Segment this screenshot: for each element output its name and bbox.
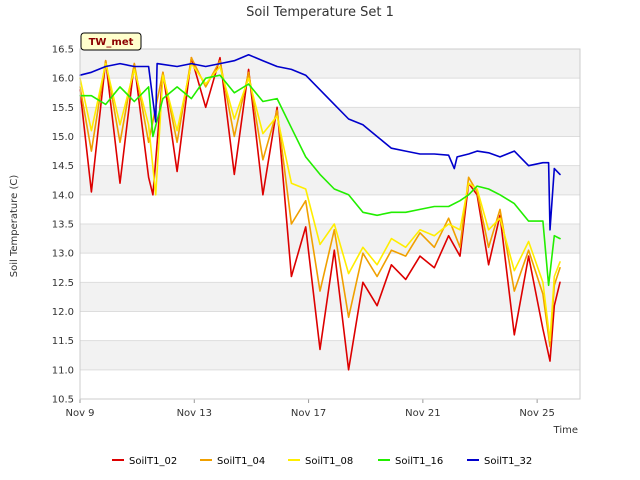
- background-band: [80, 136, 580, 166]
- y-tick-label: 14.0: [52, 190, 74, 201]
- background-band: [80, 194, 580, 224]
- legend-item-soilt1_16: SoilT1_16: [378, 456, 443, 467]
- plot-frame: [79, 48, 581, 400]
- site-badge-label: TW_met: [89, 37, 134, 48]
- background-band: [80, 340, 580, 370]
- y-tick-label: 10.5: [52, 395, 74, 406]
- series-line-soilt1_32: [79, 54, 561, 231]
- legend-item-soilt1_32: SoilT1_32: [467, 456, 532, 467]
- y-tick-label: 12.5: [52, 278, 74, 289]
- x-tick-label: Nov 17: [291, 408, 326, 419]
- legend: SoilT1_02 SoilT1_04 SoilT1_08 SoilT1_16 Soil…: [112, 456, 532, 467]
- site-badge-box: [80, 32, 142, 51]
- legend-label: SoilT1_08: [305, 456, 353, 467]
- legend-label: SoilT1_02: [129, 456, 177, 467]
- y-tick-label: 15.0: [52, 132, 74, 143]
- x-tick-label: Nov 21: [405, 408, 440, 419]
- background-band: [80, 49, 580, 79]
- legend-item-soilt1_02: SoilT1_02: [112, 456, 177, 467]
- x-tick-label: Nov 13: [177, 408, 212, 419]
- x-tick-label: Nov 25: [519, 408, 554, 419]
- background-band: [80, 369, 580, 399]
- y-axis-label: Soil Temperature (C): [9, 175, 20, 278]
- x-axis-ticks: Nov 9 Nov 13 Nov 17 Nov 21 Nov 25: [65, 399, 555, 419]
- chart-title: Soil Temperature Set 1: [246, 5, 394, 20]
- y-axis-ticks: 10.5 11.0 11.5 12.0 12.5 13.0 13.5 14.0 14.5 15.0…: [52, 45, 74, 406]
- y-tick-label: 16.5: [52, 45, 74, 56]
- background-band: [80, 107, 580, 137]
- background-band: [80, 282, 580, 312]
- y-tick-label: 13.5: [52, 220, 74, 231]
- site-badge: TW_met: [80, 32, 142, 51]
- series-lines: [79, 54, 561, 371]
- y-tick-label: 16.0: [52, 74, 74, 85]
- legend-label: SoilT1_16: [395, 456, 443, 467]
- y-tick-label: 15.5: [52, 103, 74, 114]
- background-band: [80, 165, 580, 195]
- series-line-soilt1_08: [79, 62, 561, 342]
- series-line-soilt1_16: [79, 74, 561, 287]
- legend-label: SoilT1_32: [484, 456, 532, 467]
- y-tick-label: 11.0: [52, 365, 74, 376]
- background-band: [80, 311, 580, 341]
- y-tick-label: 14.5: [52, 161, 74, 172]
- y-tick-label: 13.0: [52, 249, 74, 260]
- x-tick-label: Nov 9: [65, 408, 94, 419]
- y-tick-label: 12.0: [52, 307, 74, 318]
- x-axis-label: Time: [553, 425, 578, 436]
- legend-item-soilt1_08: SoilT1_08: [288, 456, 353, 467]
- legend-label: SoilT1_04: [217, 456, 265, 467]
- y-tick-label: 11.5: [52, 336, 74, 347]
- background-band: [80, 78, 580, 108]
- legend-item-soilt1_04: SoilT1_04: [200, 456, 265, 467]
- series-line-soilt1_02: [79, 56, 561, 371]
